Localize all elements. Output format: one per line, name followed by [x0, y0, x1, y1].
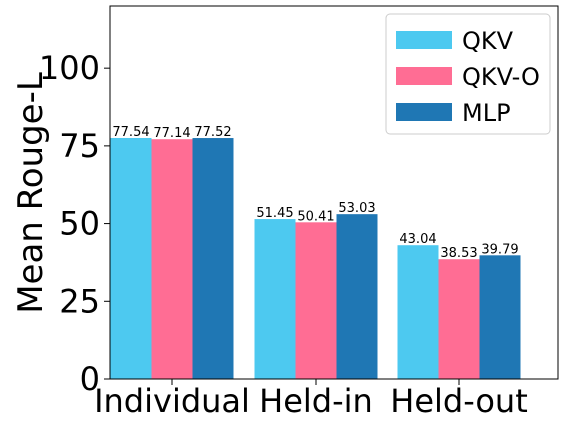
y-tick-label: 25 — [59, 282, 100, 320]
y-axis: 0 25 50 75 100 — [39, 49, 110, 398]
legend-label-qkv: QKV — [462, 27, 514, 55]
data-label: 50.41 — [297, 209, 334, 224]
bar-qkv-o-individual — [151, 139, 193, 379]
legend-swatch-mlp — [396, 103, 452, 121]
legend: QKV QKV-O MLP — [385, 13, 551, 135]
data-label: 51.45 — [256, 206, 293, 221]
x-axis: Individual Held-in Held-out — [94, 379, 528, 420]
legend-swatch-qkv-o — [396, 67, 452, 85]
legend-label-mlp: MLP — [462, 99, 511, 127]
data-labels: 77.54 77.14 77.52 51.45 50.41 53.03 43.04 38.53… — [112, 125, 518, 261]
x-tick-label: Held-in — [259, 382, 373, 420]
data-label: 39.79 — [481, 242, 518, 257]
bar-qkv-held-in — [254, 219, 296, 379]
bar-qkv-o-held-out — [438, 259, 480, 379]
data-label: 77.52 — [194, 125, 231, 140]
x-tick-label: Held-out — [390, 382, 528, 420]
data-label: 38.53 — [440, 246, 477, 261]
plot-frame — [109, 5, 559, 380]
bar-qkv-individual — [110, 137, 152, 379]
bar-qkv-o-held-in — [295, 222, 337, 379]
x-tick-label: Individual — [94, 382, 250, 420]
y-tick-label: 100 — [39, 49, 100, 87]
data-label: 53.03 — [338, 201, 375, 216]
bar-mlp-held-in — [336, 214, 378, 379]
bar-qkv-held-out — [397, 245, 439, 379]
bar-mlp-individual — [192, 138, 234, 379]
y-tick-label: 0 — [80, 360, 100, 398]
legend-label-qkv-o: QKV-O — [462, 63, 540, 91]
bar-mlp-held-out — [479, 255, 521, 379]
data-label: 77.54 — [112, 125, 149, 140]
y-tick-label: 75 — [59, 127, 100, 165]
legend-swatch-qkv — [396, 31, 452, 49]
y-axis-label: Mean Rouge-L — [11, 72, 51, 314]
bars — [110, 137, 521, 379]
data-label: 43.04 — [399, 232, 436, 247]
data-label: 77.14 — [153, 126, 190, 141]
y-tick-label: 50 — [59, 205, 100, 243]
